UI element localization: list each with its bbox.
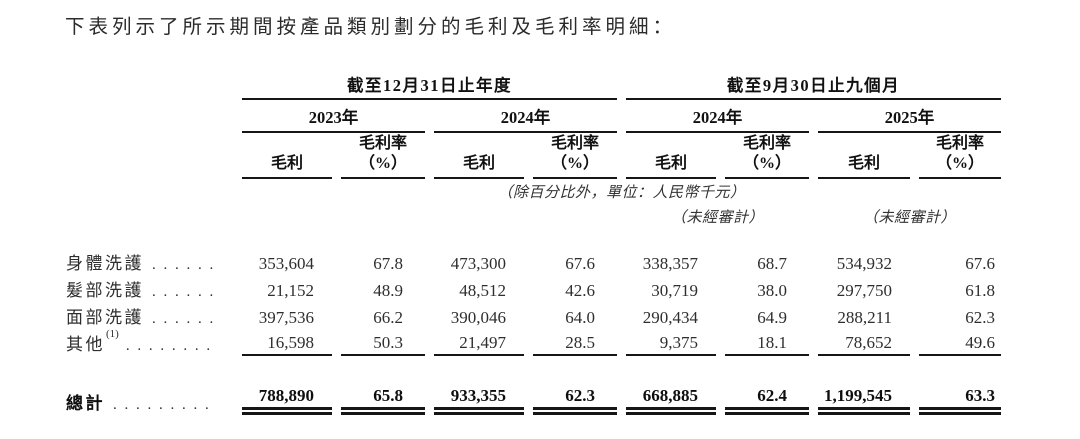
dot-leader: . . . . . . bbox=[152, 284, 216, 300]
gp-value: 390,046 bbox=[450, 308, 506, 327]
gp-value: 353,604 bbox=[258, 254, 314, 273]
gp-value: 9,375 bbox=[626, 329, 716, 356]
gp-total: 788,890 bbox=[242, 377, 332, 415]
subcolumn-header-row: 毛利 毛利率 （%） 毛利 毛利率 （%） 毛利 毛利率 （%） 毛利 毛利率 （%） bbox=[65, 133, 1001, 179]
year-header-row: 2023年 2024年 2024年 2025年 bbox=[65, 100, 1001, 133]
row-label: 身體洗護. . . . . . bbox=[66, 254, 216, 273]
unaudited-note-row: （未經審計） （未經審計） bbox=[65, 204, 1001, 229]
margin-value: 64.9 bbox=[757, 308, 787, 327]
gp-value: 397,536 bbox=[258, 308, 314, 327]
table-row-body-wash: 身體洗護. . . . . . 353,604 67.8 473,300 67.… bbox=[65, 248, 1001, 275]
unaudited-note: （未經審計） bbox=[670, 210, 764, 226]
subcol-gross-profit: 毛利 bbox=[434, 133, 524, 179]
margin-value: 49.6 bbox=[919, 329, 1001, 356]
gp-value: 16,598 bbox=[242, 329, 332, 356]
row-label: 其他(1). . . . . . . . bbox=[66, 328, 213, 354]
gp-value: 21,152 bbox=[267, 281, 314, 300]
gp-value: 288,211 bbox=[837, 308, 892, 327]
margin-total: 63.3 bbox=[919, 377, 1001, 415]
gp-value: 534,932 bbox=[836, 254, 892, 273]
subcol-gross-profit: 毛利 bbox=[626, 133, 716, 179]
margin-value: 61.8 bbox=[965, 281, 995, 300]
empty-cell bbox=[65, 100, 233, 133]
margin-total: 65.8 bbox=[341, 377, 425, 415]
unit-note: （除百分比外，單位：人民幣千元） bbox=[497, 185, 746, 201]
table-row-hair-wash: 髮部洗護. . . . . . 21,152 48.9 48,512 42.6 … bbox=[65, 275, 1001, 302]
margin-value: 38.0 bbox=[757, 281, 787, 300]
gp-value: 30,719 bbox=[651, 281, 698, 300]
margin-value: 67.8 bbox=[373, 254, 403, 273]
gp-total: 1,199,545 bbox=[818, 377, 910, 415]
spacer-row bbox=[65, 356, 1001, 377]
margin-value: 50.3 bbox=[341, 329, 425, 356]
gross-profit-table: 截至12月31日止年度 截至9月30日止九個月 2023年 2024年 2024… bbox=[56, 70, 1010, 415]
gp-value: 48,512 bbox=[459, 281, 506, 300]
subcol-gross-profit: 毛利 bbox=[818, 133, 910, 179]
empty-cell bbox=[65, 204, 233, 229]
dot-leader: . . . . . . . . . bbox=[113, 397, 211, 413]
gp-total: 668,885 bbox=[626, 377, 716, 415]
margin-value: 18.1 bbox=[725, 329, 809, 356]
gp-value: 21,497 bbox=[434, 329, 524, 356]
margin-total: 62.3 bbox=[533, 377, 617, 415]
group-header-interim: 截至9月30日止九個月 bbox=[626, 70, 1001, 100]
table-row-total: 總計. . . . . . . . . 788,890 65.8 933,355… bbox=[65, 377, 1001, 415]
table-row-face-wash: 面部洗護. . . . . . 397,536 66.2 390,046 64.… bbox=[65, 302, 1001, 329]
margin-value: 64.0 bbox=[565, 308, 595, 327]
group-header-row: 截至12月31日止年度 截至9月30日止九個月 bbox=[65, 70, 1001, 100]
margin-value: 48.9 bbox=[373, 281, 403, 300]
year-header-2025-interim: 2025年 bbox=[818, 100, 1001, 133]
table-row-others: 其他(1). . . . . . . . 16,598 50.3 21,497 … bbox=[65, 328, 1001, 356]
subcol-margin: 毛利率 （%） bbox=[725, 133, 809, 179]
dot-leader: . . . . . . bbox=[152, 257, 216, 273]
gp-value: 290,434 bbox=[642, 308, 698, 327]
year-header-2024: 2024年 bbox=[434, 100, 617, 133]
gp-value: 473,300 bbox=[450, 254, 506, 273]
gp-total: 933,355 bbox=[434, 377, 524, 415]
margin-value: 68.7 bbox=[757, 254, 787, 273]
gp-value: 338,357 bbox=[642, 254, 698, 273]
margin-value: 66.2 bbox=[373, 308, 403, 327]
group-header-annual: 截至12月31日止年度 bbox=[242, 70, 617, 100]
dot-leader: . . . . . . . . bbox=[125, 338, 213, 354]
empty-cell bbox=[65, 133, 233, 179]
empty-cell bbox=[65, 179, 233, 204]
unit-note-row: （除百分比外，單位：人民幣千元） bbox=[65, 179, 1001, 204]
row-label: 面部洗護. . . . . . bbox=[66, 308, 216, 327]
empty-cell bbox=[434, 204, 617, 229]
gp-value: 297,750 bbox=[836, 281, 892, 300]
margin-value: 28.5 bbox=[533, 329, 617, 356]
dot-leader: . . . . . . bbox=[152, 311, 216, 327]
intro-text: 下表列示了所示期間按產品類別劃分的毛利及毛利率明細： bbox=[65, 17, 677, 38]
margin-value: 67.6 bbox=[965, 254, 995, 273]
subcol-margin: 毛利率 （%） bbox=[341, 133, 425, 179]
gp-value: 78,652 bbox=[818, 329, 910, 356]
subcol-gross-profit: 毛利 bbox=[242, 133, 332, 179]
subcol-margin: 毛利率 （%） bbox=[533, 133, 617, 179]
margin-value: 67.6 bbox=[565, 254, 595, 273]
spacer-row bbox=[65, 229, 1001, 248]
year-header-2023: 2023年 bbox=[242, 100, 425, 133]
margin-value: 42.6 bbox=[565, 281, 595, 300]
subcol-margin: 毛利率 （%） bbox=[919, 133, 1001, 179]
empty-cell bbox=[65, 70, 233, 100]
empty-cell bbox=[242, 204, 425, 229]
row-label-total: 總計. . . . . . . . . bbox=[66, 394, 211, 413]
footnote-marker: (1) bbox=[106, 328, 119, 341]
margin-value: 62.3 bbox=[965, 308, 995, 327]
unaudited-note: （未經審計） bbox=[862, 210, 956, 226]
margin-total: 62.4 bbox=[725, 377, 809, 415]
row-label: 髮部洗護. . . . . . bbox=[66, 281, 216, 300]
year-header-2024-interim: 2024年 bbox=[626, 100, 809, 133]
